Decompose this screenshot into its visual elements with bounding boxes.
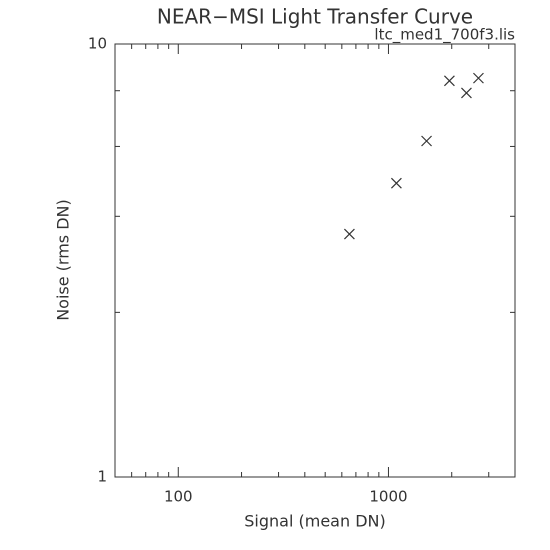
marker	[461, 87, 472, 99]
marker	[390, 177, 402, 189]
x-tick-label: 1000	[369, 488, 407, 506]
marker	[343, 228, 355, 240]
plot-frame	[114, 43, 516, 478]
chart-subtitle: ltc_med1_700f3.lis	[374, 26, 515, 45]
marker	[443, 75, 455, 87]
marker	[473, 72, 484, 84]
y-axis-label: Noise (rms DN)	[54, 199, 73, 321]
x-tick-label: 100	[164, 488, 193, 506]
marker	[421, 135, 432, 147]
y-tick-label: 10	[88, 35, 107, 53]
x-axis-label: Signal (mean DN)	[244, 512, 385, 531]
y-tick-label: 1	[97, 468, 107, 486]
chart-title: NEAR−MSI Light Transfer Curve	[157, 5, 473, 29]
